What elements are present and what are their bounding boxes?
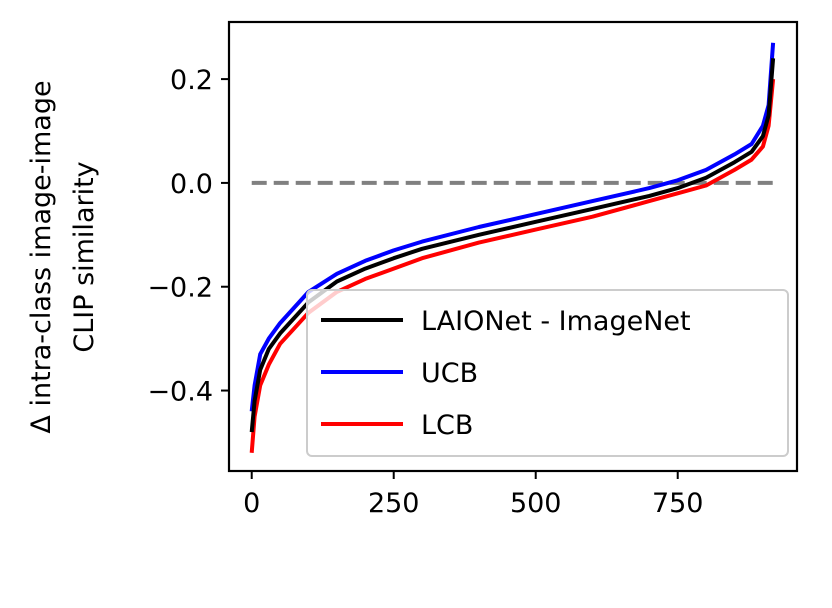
- legend-entry-label: LAIONet - ImageNet: [421, 306, 691, 337]
- legend: LAIONet - ImageNet UCB LCB: [306, 289, 789, 457]
- series-line-laionet-imagenet: [249, 58, 776, 433]
- y-tick-label: 0.0: [170, 169, 213, 200]
- x-tick-label: 250: [368, 488, 420, 519]
- plot-data-layer: [249, 42, 776, 453]
- y-tick-label: −0.4: [147, 377, 213, 408]
- y-axis-label: Δ intra-class image-image CLIP similarit…: [26, 80, 100, 433]
- axis-ticks: 0 250 500 750 −0.4 −0.2 0.0 0.2: [147, 65, 703, 519]
- series-line-lcb: [249, 78, 776, 453]
- legend-entry-label: UCB: [421, 358, 478, 389]
- legend-entry-label: LCB: [421, 410, 473, 441]
- y-axis-label-line-1: Δ intra-class image-image: [26, 80, 57, 433]
- y-tick-label: 0.2: [170, 65, 213, 96]
- x-tick-label: 500: [510, 488, 562, 519]
- x-tick-label: 0: [243, 488, 260, 519]
- y-tick-label: −0.2: [147, 273, 213, 304]
- legend-box: [306, 289, 789, 457]
- y-axis-label-line-2: CLIP similarity: [69, 161, 100, 352]
- x-tick-label: 750: [652, 488, 704, 519]
- plot-frame: [227, 20, 799, 473]
- series-line-ucb: [249, 42, 776, 412]
